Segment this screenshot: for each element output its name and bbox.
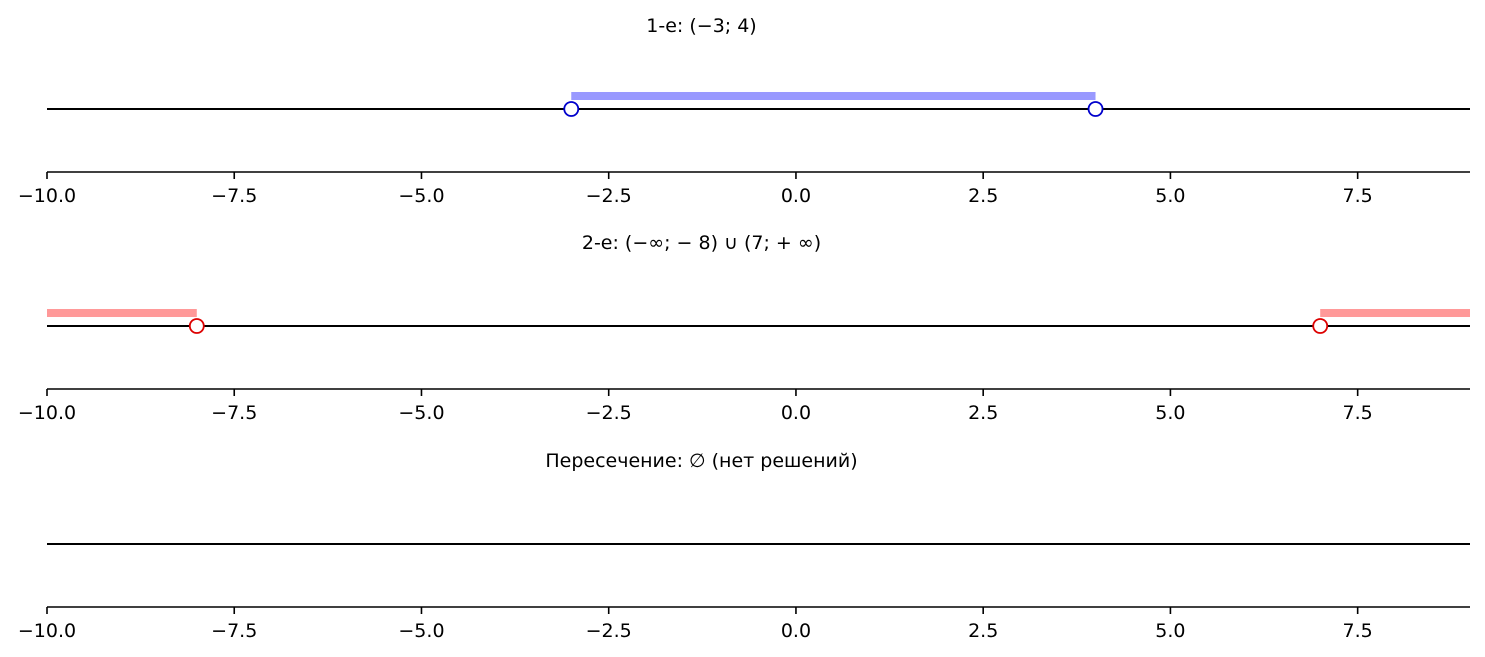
x-tick-label: −5.0 (398, 185, 444, 207)
open-point-marker (1312, 318, 1329, 334)
x-tick-label: 0.0 (781, 185, 811, 207)
x-tick-label: −2.5 (586, 185, 632, 207)
x-tick-label: 7.5 (1343, 402, 1373, 424)
x-tick-label: −7.5 (211, 620, 257, 642)
number-line-panel-1: 1-е: (−3; 4) −10.0 −7.5 −5.0 −2.5 0.0 2.5 5.0 7.… (18, 15, 1470, 207)
number-line-panel-3: Пересечение: ∅ (нет решений) −10.0 −7.5 −5.… (18, 450, 1470, 642)
x-tick-label: −10.0 (18, 620, 76, 642)
x-tick-label: −5.0 (398, 402, 444, 424)
x-tick-label: 2.5 (968, 620, 998, 642)
x-tick-label: 7.5 (1343, 185, 1373, 207)
x-tick-label: −2.5 (586, 402, 632, 424)
x-tick-label: 2.5 (968, 185, 998, 207)
x-tick-label: 5.0 (1155, 185, 1185, 207)
number-line-panel-2: 2-е: (−∞; − 8) ∪ (7; + ∞) −10.0 −7.5 −5.0 −2… (18, 232, 1470, 424)
panel-title: Пересечение: ∅ (нет решений) (545, 450, 857, 472)
x-tick-label: 5.0 (1155, 620, 1185, 642)
x-tick-label: 7.5 (1343, 620, 1373, 642)
x-tick-label: −5.0 (398, 620, 444, 642)
x-tick-label: −7.5 (211, 185, 257, 207)
x-tick-label: 0.0 (781, 620, 811, 642)
x-tick-label: −7.5 (211, 402, 257, 424)
panel-title: 1-е: (−3; 4) (646, 15, 756, 37)
open-point-marker (188, 318, 205, 334)
x-tick-label: −10.0 (18, 402, 76, 424)
x-tick-label: 2.5 (968, 402, 998, 424)
x-tick-label: 5.0 (1155, 402, 1185, 424)
x-tick-label: −2.5 (586, 620, 632, 642)
x-tick-label: 0.0 (781, 402, 811, 424)
panel-title: 2-е: (−∞; − 8) ∪ (7; + ∞) (582, 232, 821, 254)
open-point-marker (563, 101, 580, 117)
open-point-marker (1087, 101, 1104, 117)
x-tick-label: −10.0 (18, 185, 76, 207)
